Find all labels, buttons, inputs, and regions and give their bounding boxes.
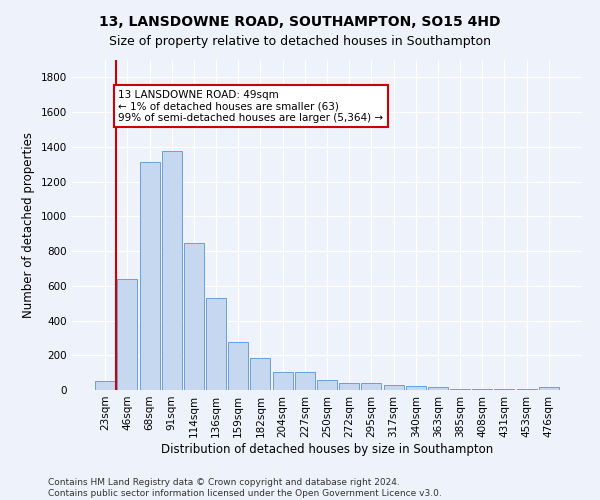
Bar [184, 243, 204, 390]
Bar [450, 389, 470, 390]
Text: Contains HM Land Registry data © Crown copyright and database right 2024.
Contai: Contains HM Land Registry data © Crown c… [48, 478, 442, 498]
Bar [361, 384, 382, 390]
Bar [295, 372, 315, 390]
Bar [494, 389, 514, 390]
Bar [140, 162, 160, 390]
Bar [272, 372, 293, 390]
Bar [472, 389, 492, 390]
Bar [517, 389, 536, 390]
Bar [228, 342, 248, 390]
Text: Size of property relative to detached houses in Southampton: Size of property relative to detached ho… [109, 35, 491, 48]
Y-axis label: Number of detached properties: Number of detached properties [22, 132, 35, 318]
Bar [383, 385, 404, 390]
Bar [339, 383, 359, 390]
Bar [428, 387, 448, 390]
Bar [118, 279, 137, 390]
Bar [406, 386, 426, 390]
Text: 13 LANSDOWNE ROAD: 49sqm
← 1% of detached houses are smaller (63)
99% of semi-de: 13 LANSDOWNE ROAD: 49sqm ← 1% of detache… [118, 90, 383, 122]
Text: 13, LANSDOWNE ROAD, SOUTHAMPTON, SO15 4HD: 13, LANSDOWNE ROAD, SOUTHAMPTON, SO15 4H… [99, 15, 501, 29]
Bar [317, 380, 337, 390]
Bar [95, 382, 115, 390]
X-axis label: Distribution of detached houses by size in Southampton: Distribution of detached houses by size … [161, 442, 493, 456]
Bar [539, 387, 559, 390]
Bar [162, 151, 182, 390]
Bar [250, 358, 271, 390]
Bar [206, 298, 226, 390]
